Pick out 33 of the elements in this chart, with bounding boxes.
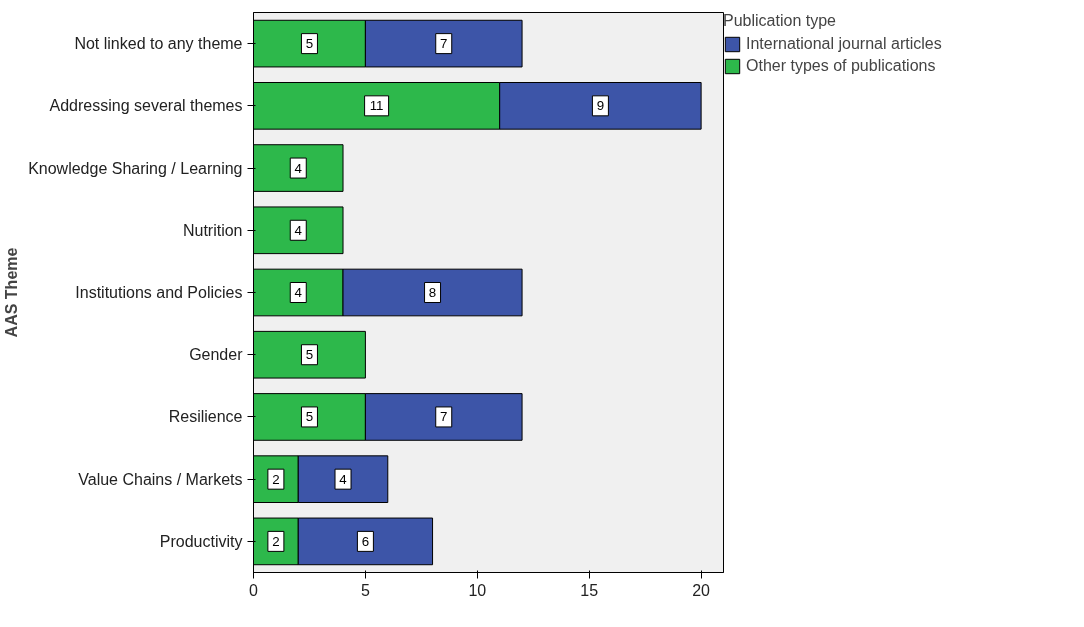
y-tick-label: Resilience: [168, 408, 243, 426]
data-label: 9: [596, 98, 605, 114]
data-label: 5: [305, 409, 314, 425]
y-tick-label: Knowledge Sharing / Learning: [28, 159, 243, 177]
data-label: 5: [305, 347, 314, 363]
data-label: 7: [440, 36, 448, 52]
y-tick-label: Nutrition: [182, 221, 243, 239]
data-label: 5: [305, 36, 314, 52]
data-label: 2: [272, 533, 280, 549]
data-label: 4: [294, 285, 303, 300]
data-label: 4: [339, 471, 348, 487]
y-tick-label: Not linked to any theme: [74, 35, 243, 53]
y-tick-label: Productivity: [159, 532, 243, 550]
x-tick-label: 5: [360, 581, 370, 599]
data-label: 4: [294, 222, 303, 238]
y-tick-label: Institutions and Policies: [75, 284, 243, 301]
y-axis-title: AAS Theme: [3, 247, 21, 338]
y-tick-label: Addressing several themes: [49, 97, 243, 115]
legend-label: International journal articles: [746, 35, 942, 53]
data-label: 2: [272, 471, 280, 487]
data-label: 4: [294, 160, 303, 176]
data-label: 6: [361, 533, 370, 549]
x-tick-label: 0: [249, 581, 259, 599]
x-tick-label: 20: [692, 581, 711, 599]
legend-label: Other types of publications: [746, 57, 936, 75]
y-tick-label: Gender: [189, 346, 244, 364]
legend-title: Publication type: [723, 12, 837, 30]
data-label: 7: [440, 409, 448, 425]
data-label: 11: [369, 98, 384, 114]
y-tick-label: Value Chains / Markets: [78, 470, 243, 488]
x-tick-label: 15: [580, 581, 599, 599]
data-label: 8: [428, 285, 437, 300]
x-tick-label: 10: [468, 581, 487, 599]
